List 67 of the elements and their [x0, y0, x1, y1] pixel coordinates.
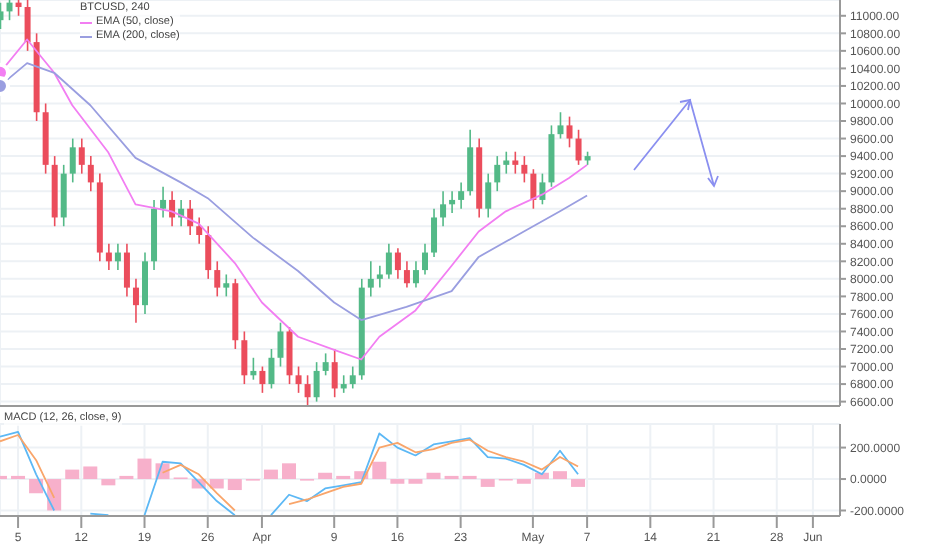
- candlestick: [105, 242, 112, 271]
- candlestick: [458, 181, 465, 210]
- bar: [209, 479, 224, 489]
- candlestick: [376, 264, 383, 289]
- candlestick: [349, 365, 356, 390]
- bar: [65, 469, 80, 480]
- candlestick: [440, 190, 447, 228]
- bar: [83, 466, 98, 480]
- candlestick: [503, 150, 510, 175]
- candlestick: [259, 365, 266, 394]
- candlestick: [69, 137, 76, 184]
- bar: [101, 479, 116, 486]
- bar: [29, 479, 44, 494]
- candlestick: [286, 326, 293, 385]
- candlestick: [277, 321, 284, 368]
- candlestick: [142, 251, 148, 315]
- candlestick: [322, 352, 329, 377]
- candlestick: [250, 356, 257, 381]
- candlestick: [268, 348, 275, 390]
- candlestick: [160, 185, 167, 219]
- line-series: [0, 62, 588, 321]
- candlestick: [123, 242, 130, 298]
- bar: [552, 471, 567, 480]
- candlestick: [575, 128, 582, 166]
- candlestick: [132, 278, 139, 324]
- candlestick: [6, 0, 13, 21]
- bar: [318, 472, 333, 480]
- candlestick: [521, 155, 528, 184]
- candlestick: [340, 374, 347, 394]
- candlestick: [214, 260, 221, 298]
- candlestick: [205, 225, 212, 280]
- candlestick: [313, 361, 320, 403]
- candlestick: [431, 207, 438, 258]
- candlestick: [403, 260, 410, 289]
- candlestick: [494, 155, 501, 192]
- candlestick: [87, 155, 94, 192]
- bar: [137, 458, 152, 480]
- candlestick: [485, 172, 492, 219]
- candlestick: [196, 216, 203, 245]
- candlestick: [60, 164, 67, 228]
- candlestick: [78, 137, 85, 175]
- candlestick: [304, 374, 311, 406]
- bar: [372, 461, 387, 480]
- candlestick: [412, 260, 419, 289]
- candlestick: [331, 348, 338, 399]
- bar: [571, 479, 586, 487]
- candlestick: [539, 172, 546, 206]
- candlestick: [557, 111, 564, 140]
- bar: [227, 479, 242, 491]
- candlestick: [24, 0, 31, 52]
- bar: [426, 472, 441, 480]
- candlestick: [223, 273, 230, 298]
- candlestick: [449, 190, 456, 214]
- candlestick: [422, 242, 428, 276]
- candlestick: [295, 365, 302, 394]
- candlestick: [467, 128, 474, 197]
- candlestick: [367, 260, 374, 298]
- candlestick: [566, 115, 573, 149]
- candlestick: [530, 168, 537, 210]
- candlestick: [114, 242, 121, 271]
- candlestick: [394, 247, 401, 280]
- bar: [263, 469, 278, 480]
- bar: [282, 463, 296, 480]
- candlestick: [385, 242, 392, 280]
- candlestick: [241, 330, 248, 385]
- candlestick: [512, 150, 519, 175]
- bar: [480, 479, 495, 487]
